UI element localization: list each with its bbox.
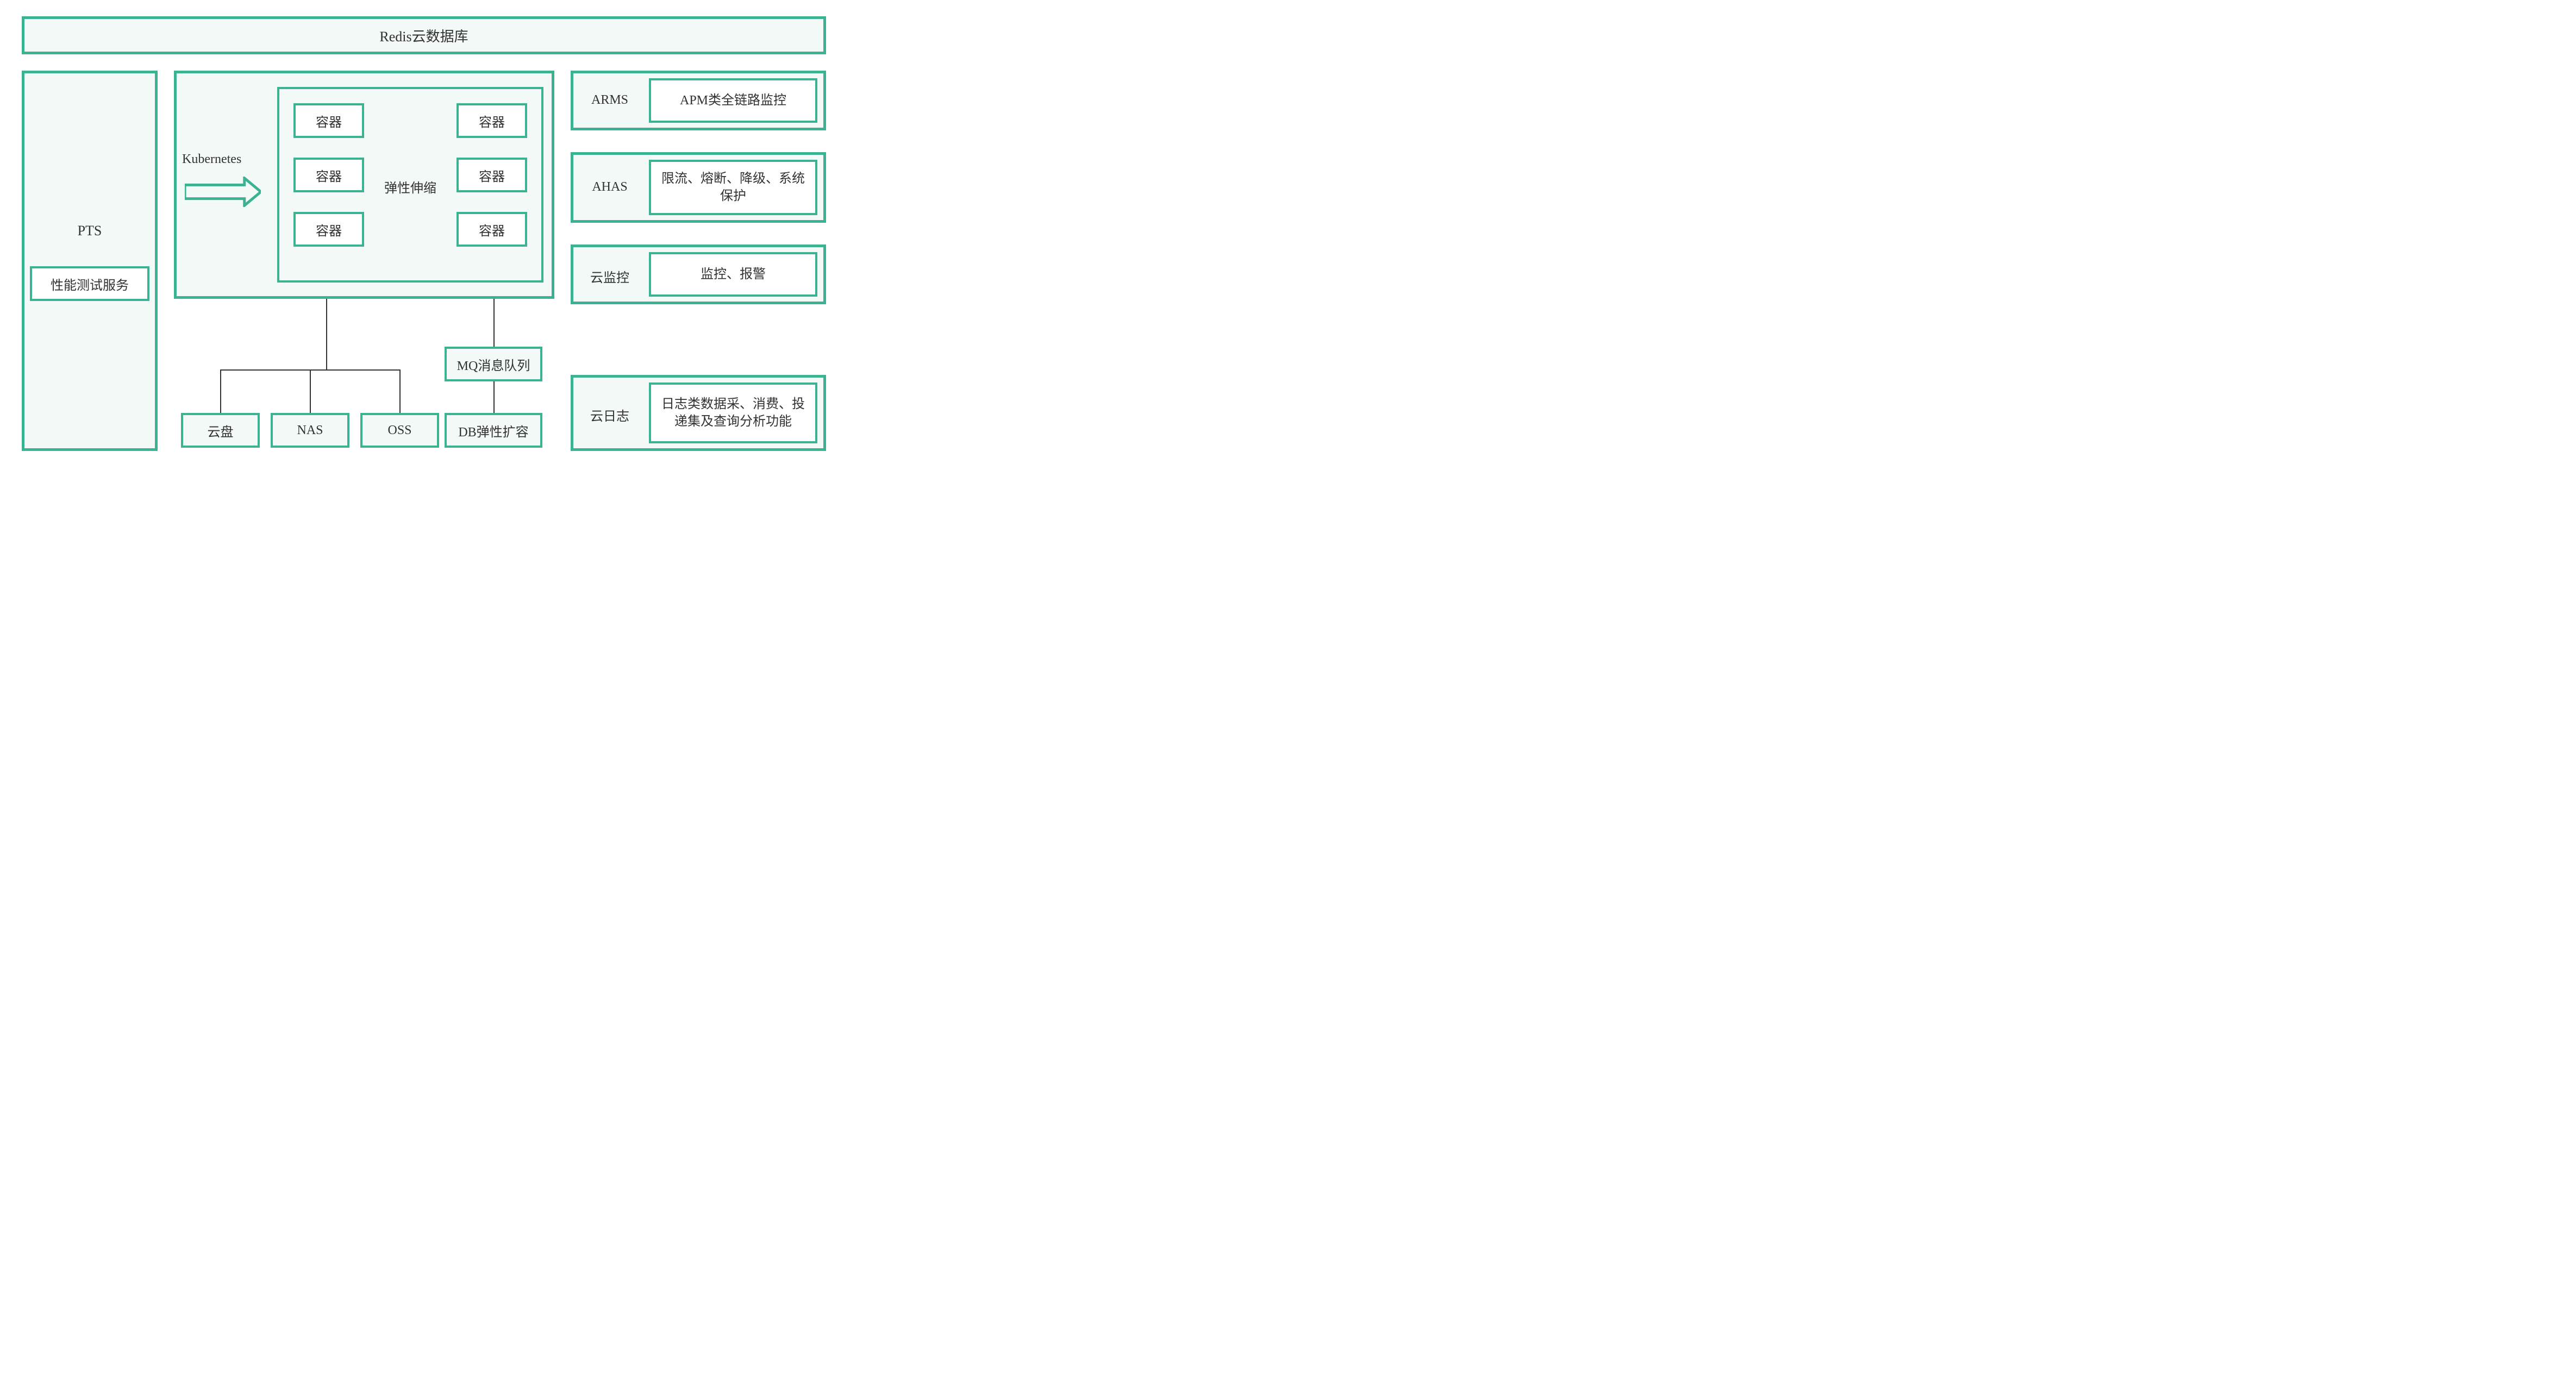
- container-box-2: 容器: [293, 212, 364, 247]
- connector-line: [399, 369, 401, 413]
- container-box-5: 容器: [457, 212, 527, 247]
- elastic-scale-label: 弹性伸缩: [378, 177, 443, 196]
- k8s-label: Kubernetes: [182, 152, 241, 167]
- connector-line: [326, 299, 327, 369]
- container-box-4: 容器: [457, 158, 527, 192]
- connector-line: [493, 299, 495, 347]
- right-panel-desc-1: 限流、熔断、降级、系统保护: [649, 160, 817, 215]
- right-panel-desc-2: 监控、报警: [649, 252, 817, 297]
- storage-box-2: OSS: [360, 413, 439, 448]
- pts-panel: [22, 71, 158, 451]
- connector-line: [493, 381, 495, 413]
- right-panel-title-3: 云日志: [577, 405, 642, 424]
- container-box-1: 容器: [293, 158, 364, 192]
- right-panel-desc-0: APM类全链路监控: [649, 78, 817, 123]
- right-panel-title-1: AHAS: [577, 180, 642, 195]
- right-panel-title-0: ARMS: [577, 93, 642, 108]
- pts-inner-box: 性能测试服务: [30, 266, 149, 301]
- storage-box-0: 云盘: [181, 413, 260, 448]
- right-panel-title-2: 云监控: [577, 267, 642, 286]
- k8s-arrow-icon: [185, 177, 261, 207]
- container-box-3: 容器: [457, 103, 527, 138]
- pts-title: PTS: [22, 223, 158, 239]
- container-box-0: 容器: [293, 103, 364, 138]
- db-box: DB弹性扩容: [445, 413, 542, 448]
- connector-line: [310, 369, 311, 413]
- right-panel-desc-3: 日志类数据采、消费、投递集及查询分析功能: [649, 383, 817, 443]
- architecture-diagram: Redis云数据库PTS性能测试服务Kubernetes弹性伸缩容器容器容器容器…: [0, 0, 848, 462]
- redis-top-bar: Redis云数据库: [22, 16, 826, 54]
- connector-line: [220, 369, 221, 413]
- mq-box: MQ消息队列: [445, 347, 542, 381]
- storage-box-1: NAS: [271, 413, 349, 448]
